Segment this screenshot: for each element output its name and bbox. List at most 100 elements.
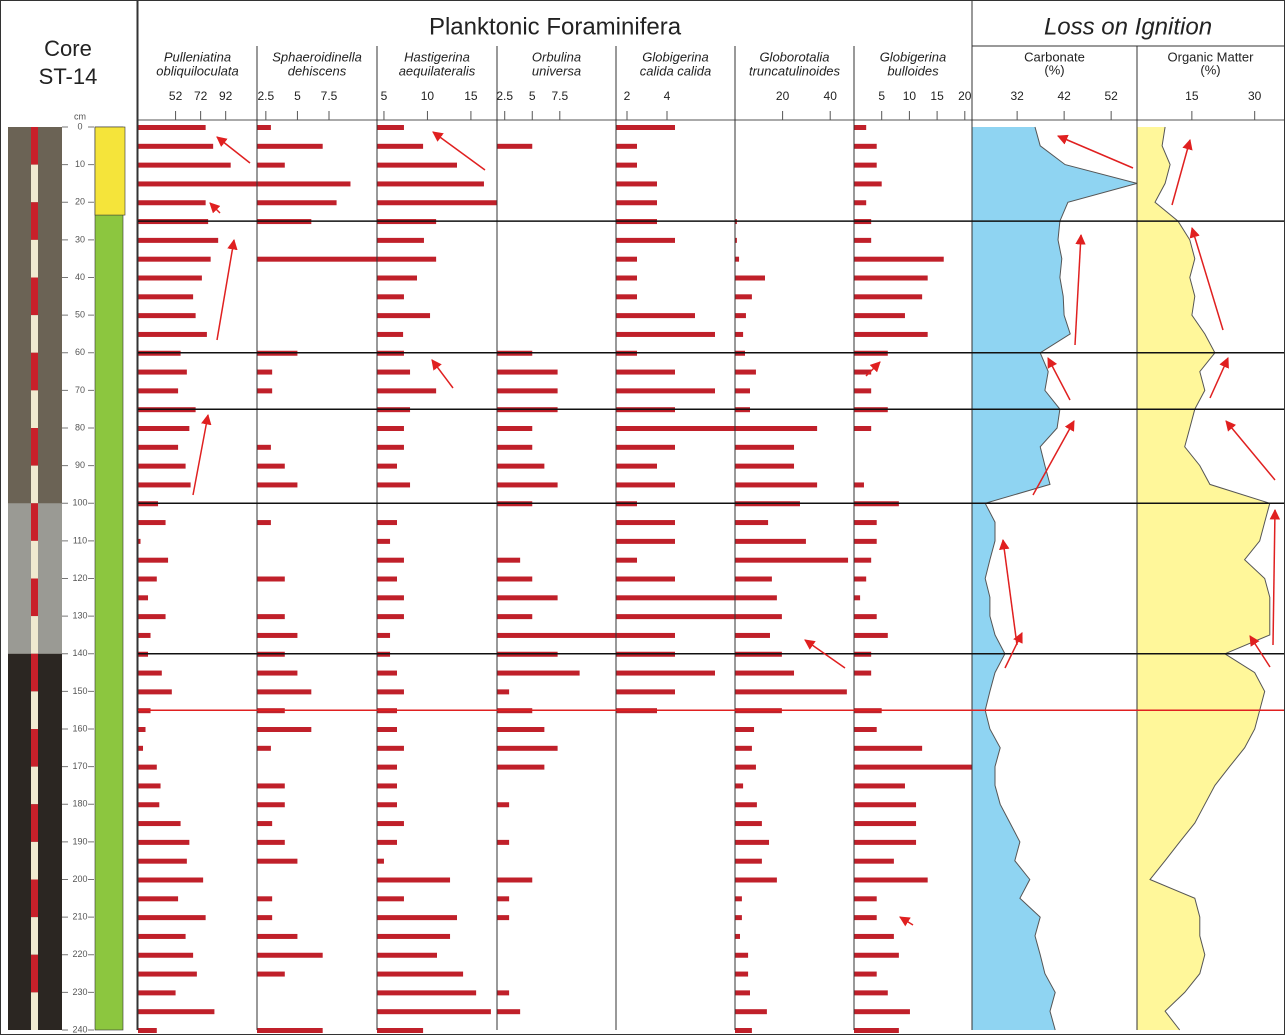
arrow [192, 413, 212, 496]
bar [735, 444, 795, 450]
bar [377, 125, 404, 130]
bar [257, 614, 285, 620]
bar [616, 426, 735, 431]
depth-tick-label: 180 [72, 799, 87, 809]
panel-title: Orbulina [532, 49, 581, 64]
depth-tick-label: 90 [75, 460, 85, 470]
arrow [1047, 357, 1071, 401]
panel-title: Globigerina [880, 49, 947, 64]
bar [854, 952, 899, 958]
core-scale [31, 428, 38, 466]
bar [138, 463, 186, 469]
bar [377, 614, 404, 620]
bar [257, 143, 323, 149]
core-scale [31, 277, 38, 316]
bar [138, 426, 190, 431]
bar [138, 915, 206, 921]
core-scale [31, 503, 38, 541]
bar [138, 802, 160, 808]
bar [854, 520, 877, 526]
bar [735, 858, 762, 864]
depth-tick-label: 230 [72, 987, 87, 997]
depth-tick-label: 70 [75, 385, 85, 395]
bar [616, 632, 675, 638]
plot-layer: 0 10 20 30 40 50 60 70 80 90 100 110 120 130 140 150 160… [8, 0, 1284, 1034]
bar [735, 520, 769, 526]
bar [854, 783, 905, 789]
x-tick-label: 15 [464, 89, 478, 103]
bar [854, 369, 872, 375]
bar [377, 294, 404, 300]
bar [377, 727, 397, 732]
bar [257, 783, 285, 789]
area-line [984, 126, 1139, 1031]
lithology [94, 126, 124, 1031]
panel-title: truncatulinoides [749, 63, 841, 78]
bar [854, 1028, 899, 1033]
depth-tick-label: 20 [75, 197, 85, 207]
bar [377, 256, 437, 262]
bar [138, 877, 204, 883]
arrow [1032, 420, 1075, 496]
arrow [1249, 635, 1271, 668]
bar [138, 783, 161, 789]
bar [854, 1009, 910, 1015]
bar [735, 294, 752, 300]
bar [377, 802, 397, 808]
bar [497, 727, 545, 732]
bar [377, 783, 397, 789]
bar [138, 444, 179, 450]
bar [735, 614, 782, 620]
bar [138, 670, 162, 676]
bar [616, 331, 715, 337]
x-tick-label: 20 [958, 89, 972, 103]
bar [497, 839, 510, 845]
bar [854, 200, 867, 206]
bar [854, 313, 905, 319]
bar [377, 971, 464, 977]
bar [854, 858, 894, 864]
bar [138, 821, 181, 827]
bar [616, 125, 675, 130]
bar [854, 727, 877, 732]
bar [257, 745, 271, 751]
bar [377, 764, 397, 770]
bar [497, 595, 558, 601]
bar [616, 520, 675, 526]
panel-title: Organic Matter [1168, 49, 1255, 64]
bar [377, 313, 431, 319]
x-tick-label: 92 [219, 89, 233, 103]
core-scale [31, 879, 38, 918]
bar [854, 614, 877, 620]
bar [138, 839, 190, 845]
bar [257, 1028, 323, 1033]
bar [257, 670, 298, 676]
bar [616, 256, 637, 262]
bar [854, 143, 877, 149]
core-scale [31, 616, 38, 654]
bar [257, 933, 298, 939]
bar [257, 727, 312, 732]
arrow [1269, 508, 1281, 646]
arrow [1225, 420, 1276, 481]
bar [735, 877, 777, 883]
bar [138, 294, 194, 300]
x-tick-label: 40 [824, 89, 838, 103]
bar [616, 237, 675, 243]
depth-tick-label: 140 [72, 648, 87, 658]
core-scale [31, 653, 38, 692]
bar [138, 125, 206, 130]
panel-title: aequilateralis [399, 63, 476, 78]
core-scale [31, 992, 38, 1030]
bar [138, 933, 186, 939]
bar [257, 200, 337, 206]
bar [138, 632, 151, 638]
group-title: Loss on Ignition [1044, 13, 1212, 40]
bar [616, 388, 715, 394]
core-scale [31, 540, 38, 579]
bar [616, 162, 637, 168]
core-scale [31, 841, 38, 880]
depth-tick-label: 170 [72, 761, 87, 771]
arrow [804, 639, 846, 669]
arrow [865, 361, 881, 377]
